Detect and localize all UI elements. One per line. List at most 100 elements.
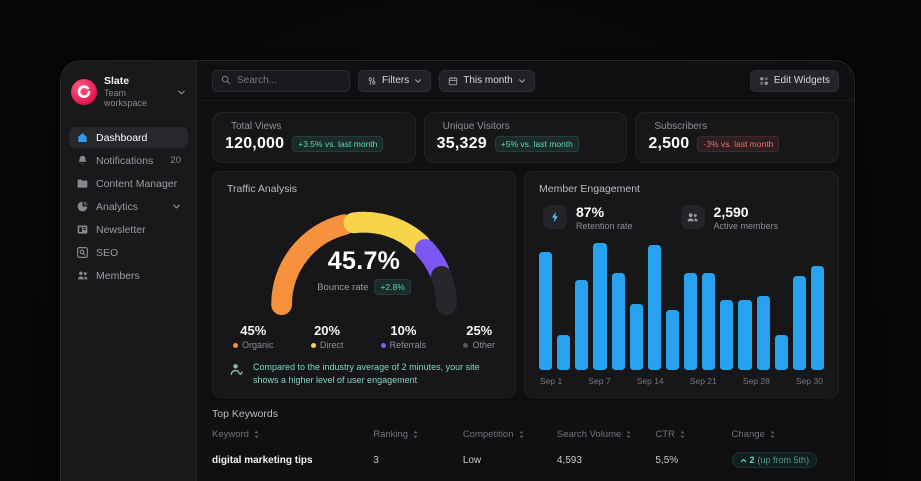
sort-icon[interactable]	[679, 430, 686, 439]
cell-ctr: 5,5%	[655, 454, 679, 466]
gauge-segment-organic[interactable]	[271, 214, 355, 315]
legend-label: Other	[472, 340, 495, 350]
change-value: 2	[749, 455, 755, 466]
column-label: Search Volume	[556, 429, 622, 441]
chevron-down-icon	[414, 77, 422, 85]
sort-icon[interactable]	[412, 430, 419, 439]
workspace-type: Team workspace	[104, 87, 148, 109]
column-header-change[interactable]: Change	[732, 429, 839, 440]
engagement-bar-16[interactable]	[810, 265, 824, 371]
legend-item-organic: 45% Organic	[233, 323, 274, 350]
search-box[interactable]	[212, 69, 350, 92]
sidebar-item-notifications[interactable]: Notifications 20	[69, 150, 188, 171]
sort-icon[interactable]	[769, 430, 776, 439]
edit-widgets-button[interactable]: Edit Widgets	[749, 69, 839, 92]
engagement-bar-9[interactable]	[684, 273, 698, 371]
filters-button[interactable]: Filters	[358, 69, 432, 92]
legend-label: Organic	[242, 340, 274, 350]
stat-card-unique-visitors: Unique Visitors 35,329 +5% vs. last month	[423, 112, 628, 163]
top-bar: Filters This month Edit Widgets	[197, 61, 854, 101]
engagement-bar-10[interactable]	[702, 273, 716, 371]
engagement-note: Compared to the industry average of 2 mi…	[227, 361, 501, 386]
sidebar-item-members[interactable]: Members	[69, 265, 188, 286]
engagement-bar-12[interactable]	[738, 300, 752, 371]
column-header-ranking[interactable]: Ranking	[373, 429, 463, 440]
user-insight-icon	[229, 362, 244, 377]
retention-stat: 87% Retention rate	[543, 204, 633, 231]
active-members-value: 2,590	[713, 204, 749, 220]
column-header-keyword[interactable]: Keyword	[212, 429, 373, 440]
traffic-legend: 45% Organic 20% Direct 10% Referrals 25% Other	[227, 323, 501, 350]
engagement-bar-15[interactable]	[792, 275, 806, 371]
column-label: CTR	[655, 429, 675, 441]
engagement-bar-13[interactable]	[756, 296, 770, 371]
sidebar-item-label: Notifications	[96, 154, 154, 167]
sidebar-item-label: Dashboard	[96, 131, 148, 144]
engagement-bar-7[interactable]	[647, 245, 661, 371]
sidebar-item-content-manager[interactable]: Content Manager	[69, 173, 188, 194]
stat-label: Total Views	[231, 121, 282, 132]
traffic-analysis-card: Traffic Analysis 45.7% Bounce rate	[212, 171, 516, 399]
cell-keyword: digital marketing tips	[212, 454, 313, 466]
period-selector-button[interactable]: This month	[439, 69, 535, 92]
legend-item-other: 25% Other	[463, 323, 495, 350]
bounce-rate-change-badge: +2.8%	[374, 279, 411, 295]
column-header-competition[interactable]: Competition	[463, 429, 557, 440]
legend-label: Referrals	[389, 340, 427, 350]
legend-dot	[233, 342, 238, 348]
analytics-icon	[76, 200, 89, 213]
workspace-switcher[interactable]: Slate Team workspace	[69, 71, 188, 111]
dashboard-icon	[76, 131, 89, 144]
engagement-bar-11[interactable]	[720, 300, 734, 371]
cell-change: 2 (up from 5th)	[731, 452, 839, 469]
cell-ranking: 3	[373, 454, 379, 466]
main-area: Filters This month Edit Widgets	[197, 61, 854, 481]
engagement-bar-4[interactable]	[593, 242, 607, 371]
engagement-bar-3[interactable]	[575, 279, 589, 371]
x-tick-label: Sep 1	[540, 376, 563, 387]
sidebar-item-label: SEO	[96, 246, 119, 259]
change-note: (up from 5th)	[757, 455, 810, 466]
sidebar-item-newsletter[interactable]: Newsletter	[69, 219, 188, 240]
search-input[interactable]	[237, 75, 341, 86]
legend-item-direct: 20% Direct	[310, 323, 343, 350]
legend-dot	[380, 342, 386, 348]
notification-count-badge: 20	[170, 155, 181, 167]
x-tick-label: Sep 28	[742, 376, 770, 387]
sidebar-item-seo[interactable]: SEO	[69, 242, 188, 263]
sidebar-nav: Dashboard Notifications 20 Content Manager A…	[69, 127, 188, 286]
stat-cards-row: Total Views 120,000 +3.5% vs. last month Un…	[212, 112, 840, 163]
engagement-bar-1[interactable]	[539, 251, 553, 371]
sidebar-item-label: Analytics	[96, 200, 139, 213]
sidebar: Slate Team workspace Dashboard Notificati…	[61, 61, 197, 481]
legend-dot	[463, 342, 469, 348]
column-label: Change	[731, 429, 765, 441]
sort-icon[interactable]	[518, 430, 525, 439]
table-row[interactable]: digital marketing tips 3 Low 4,593 5,5% 2 (up …	[212, 452, 839, 469]
charts-row: Traffic Analysis 45.7% Bounce rate	[212, 171, 839, 399]
engagement-bar-8[interactable]	[665, 310, 679, 371]
bounce-rate-label: Bounce rate	[317, 281, 369, 293]
gauge-segment-direct[interactable]	[343, 211, 431, 255]
stat-label: Subscribers	[654, 121, 708, 132]
gauge-segment-other[interactable]	[431, 266, 457, 315]
sidebar-item-dashboard[interactable]: Dashboard	[69, 127, 188, 149]
engagement-bar-2[interactable]	[557, 334, 571, 371]
bar-chart-x-labels: Sep 1 Sep 7 Sep 14 Sep 21 Sep 28 Sep 30	[539, 376, 824, 386]
bolt-icon	[543, 205, 567, 230]
sidebar-item-analytics[interactable]: Analytics	[69, 196, 188, 217]
legend-value: 10%	[390, 323, 417, 338]
member-engagement-title: Member Engagement	[539, 183, 640, 195]
x-tick-label: Sep 21	[689, 376, 717, 387]
sort-icon[interactable]	[625, 430, 632, 439]
top-keywords-section: Top Keywords Keyword Ranking Competition Se…	[212, 408, 839, 469]
engagement-bar-5[interactable]	[611, 273, 625, 371]
engagement-bar-14[interactable]	[774, 334, 788, 371]
engagement-bar-6[interactable]	[629, 303, 643, 371]
workspace-logo-icon	[71, 79, 97, 106]
engagement-note-text: Compared to the industry average of 2 mi…	[253, 362, 480, 385]
sort-icon[interactable]	[253, 430, 260, 439]
column-header-ctr[interactable]: CTR	[655, 429, 731, 440]
column-header-search-volume[interactable]: Search Volume	[557, 429, 656, 440]
retention-value: 87%	[576, 204, 605, 220]
